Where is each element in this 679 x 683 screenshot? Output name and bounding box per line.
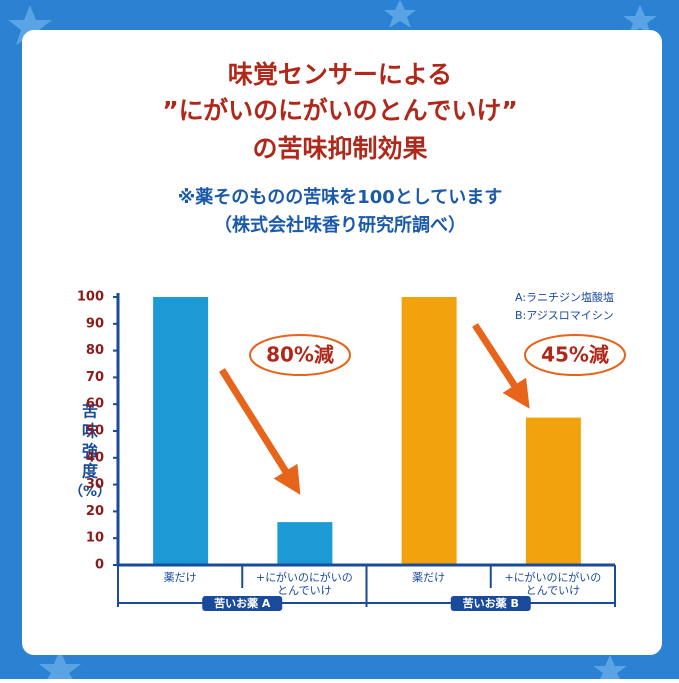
annotation-bubble: [249, 334, 351, 376]
y-tick-label: 70: [86, 370, 104, 385]
arrow: [472, 323, 530, 409]
y-axis-label: 苦: [82, 402, 98, 421]
y-tick-label: 40: [86, 450, 104, 465]
bar: [525, 417, 581, 565]
group-label: 苦いお薬 A: [214, 596, 271, 610]
note: A:ラニチジン塩酸塩: [515, 290, 614, 304]
annotation: 80%減: [266, 343, 334, 367]
y-tick-label: 50: [86, 424, 104, 439]
note: B:アジスロマイシン: [515, 309, 614, 322]
y-tick-label: 30: [86, 477, 104, 492]
group-box: [202, 596, 283, 611]
y-tick-label: 60: [86, 397, 104, 412]
y-tick-label: 0: [95, 558, 104, 573]
y-axis-label: 味: [82, 422, 98, 441]
group-box: [450, 596, 531, 611]
y-axis-label: 強: [82, 442, 98, 461]
subtitle: （株式会社味香り研究所調べ）: [214, 214, 466, 236]
y-tick-label: 80: [86, 343, 104, 358]
y-axis-label: （%）: [69, 484, 111, 500]
group-label: 苦いお薬 B: [463, 596, 519, 610]
arrow: [219, 368, 301, 495]
title: 味覚センサーによる: [228, 60, 452, 89]
annotation-bubble: [524, 334, 626, 376]
x-tick-label: +にがいのにがいの: [504, 570, 601, 584]
x-tick-label: とんでいけ: [526, 584, 580, 597]
annotation: 45%減: [541, 343, 609, 367]
title: ”にがいのにがいのとんでいけ”: [162, 96, 518, 125]
bar: [277, 522, 333, 565]
title: の苦味抑制効果: [252, 134, 427, 163]
bar: [401, 297, 457, 565]
y-tick-label: 90: [86, 316, 104, 331]
bar: [153, 297, 209, 565]
x-tick-label: 薬だけ: [412, 571, 445, 584]
y-tick-label: 100: [77, 290, 104, 305]
y-tick-label: 10: [86, 531, 104, 546]
y-tick-label: 20: [86, 504, 104, 519]
subtitle: ※薬そのものの苦味を100としています: [178, 186, 503, 208]
stars: [8, 0, 657, 679]
x-tick-label: とんでいけ: [277, 584, 331, 597]
x-tick-label: 薬だけ: [164, 571, 197, 584]
y-axis-label: 度: [82, 462, 99, 481]
x-tick-label: +にがいのにがいの: [256, 570, 353, 584]
